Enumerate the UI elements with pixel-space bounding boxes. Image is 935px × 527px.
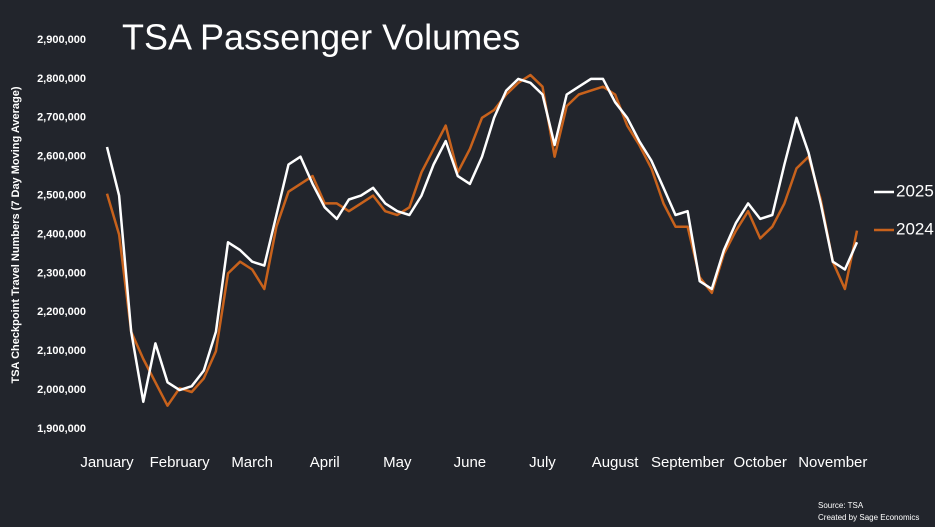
x-tick-label: January: [80, 454, 134, 471]
y-tick-label: 2,300,000: [37, 267, 86, 279]
x-tick-label: October: [734, 454, 787, 471]
x-tick-label: August: [592, 454, 640, 471]
y-tick-label: 2,200,000: [37, 306, 86, 318]
y-tick-label: 1,900,000: [37, 423, 86, 435]
y-tick-label: 2,400,000: [37, 228, 86, 240]
line-2025: [105, 77, 859, 404]
chart-title: TSA Passenger Volumes: [122, 17, 520, 58]
source: Source: TSA: [818, 501, 864, 510]
x-tick-label: February: [150, 454, 211, 471]
x-tick-label: May: [383, 454, 412, 471]
y-tick-label: 2,700,000: [37, 112, 86, 124]
y-axis-label: TSA Checkpoint Travel Numbers (7 Day Mov…: [10, 86, 22, 383]
x-tick-label: March: [231, 454, 273, 471]
y-tick-label: 2,100,000: [37, 345, 86, 357]
x-tick-label: June: [454, 454, 487, 471]
x-tick-label: September: [651, 454, 724, 471]
y-tick-label: 2,500,000: [37, 190, 86, 202]
x-tick-label: July: [529, 454, 556, 471]
x-tick-label: November: [798, 454, 867, 471]
y-tick-label: 2,000,000: [37, 384, 86, 396]
y-tick-label: 2,800,000: [37, 73, 86, 85]
y-tick-label: 2,600,000: [37, 151, 86, 163]
line-2024: [105, 73, 859, 407]
y-tick-label: 2,900,000: [37, 34, 86, 46]
legend-label: 2025: [896, 181, 934, 200]
x-tick-label: April: [310, 454, 340, 471]
legend-label: 2024: [896, 219, 934, 238]
credit: Created by Sage Economics: [818, 513, 919, 522]
